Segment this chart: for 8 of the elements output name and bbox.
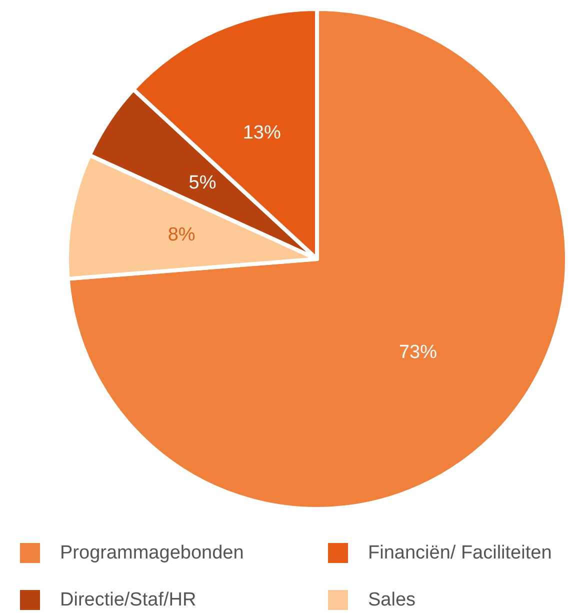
legend-label: Sales <box>368 590 416 610</box>
data-label: 13% <box>242 122 281 144</box>
legend-label: Financiën/ Faciliteiten <box>368 542 552 564</box>
data-label: 8% <box>168 224 196 246</box>
legend-label: Directie/Staf/HR <box>60 590 196 610</box>
data-label: 73% <box>398 342 438 363</box>
data-label: 5% <box>188 172 216 194</box>
legend-label: Programmagebonden <box>60 542 244 564</box>
